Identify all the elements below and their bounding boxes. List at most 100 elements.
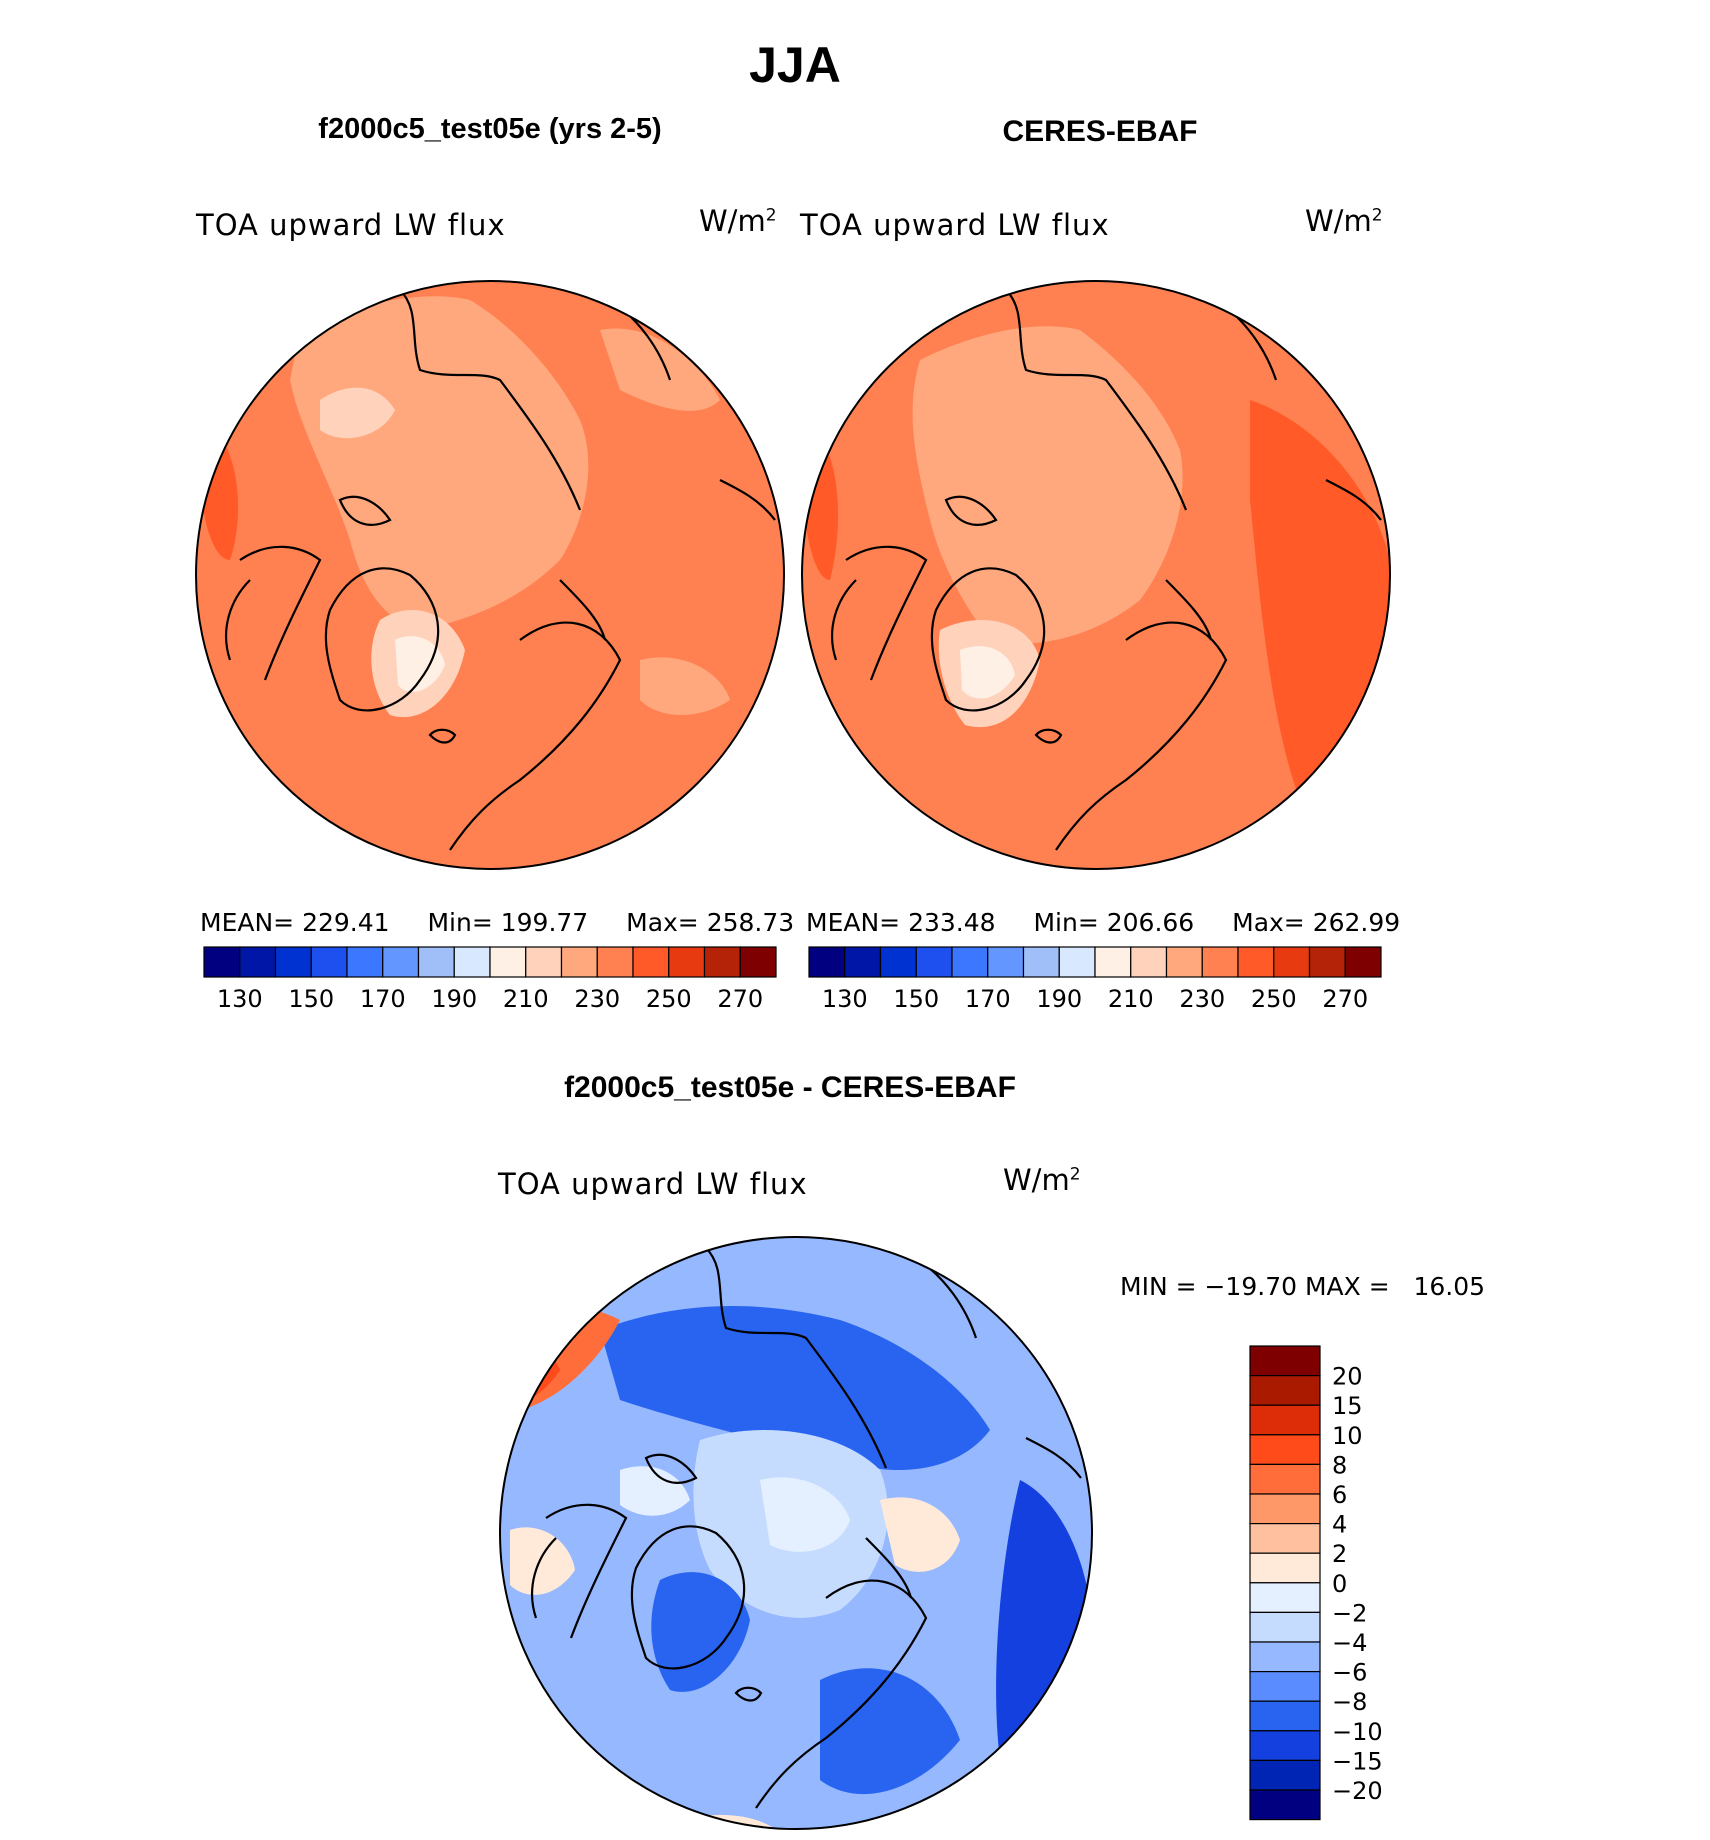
obs-max-label: Max= [1232, 908, 1305, 937]
obs-colorbar-tick-label: 130 [822, 985, 868, 1013]
diff-strong-negative [600, 1306, 990, 1470]
obs-colorbar-box [1022, 946, 1060, 978]
model-colorbar-tick-label: 170 [360, 985, 406, 1013]
obs-variable-label: TOA upward LW flux [800, 208, 1110, 242]
model-colorbar-box [596, 946, 634, 978]
model-colorbar-tick-label: 190 [431, 985, 477, 1013]
obs-map [802, 281, 1390, 869]
model-colorbar-box [203, 946, 241, 978]
model-units-label: W/m2 [699, 204, 777, 238]
obs-colorbar-tick-label: 230 [1179, 985, 1225, 1013]
diff-colorbar-tick-label: −2 [1332, 1599, 1367, 1627]
diff-colorbar-box [1249, 1730, 1321, 1762]
diff-colorbar-box [1249, 1374, 1321, 1406]
obs-colorbar-tick-label: 190 [1036, 985, 1082, 1013]
diff-colorbar-box [1249, 1670, 1321, 1702]
model-colorbar-tick-label: 270 [717, 985, 763, 1013]
diff-colorbar-box [1249, 1759, 1321, 1791]
model-max-label: Max= [626, 908, 699, 937]
diff-colorbar-tick-label: 10 [1332, 1422, 1363, 1450]
diff-colorbar-tick-label: 2 [1332, 1540, 1347, 1568]
model-colorbar-tick-label: 210 [503, 985, 549, 1013]
diff-colorbar-box [1249, 1700, 1321, 1732]
model-colorbar-box [346, 946, 384, 978]
obs-colorbar-box [1344, 946, 1382, 978]
diff-colorbar-tick-label: 6 [1332, 1481, 1347, 1509]
model-colorbar-box [703, 946, 741, 978]
diff-colorbar-tick-label: −8 [1332, 1688, 1367, 1716]
diff-colorbar-tick-label: −15 [1332, 1747, 1383, 1775]
obs-colorbar-box [1130, 946, 1168, 978]
diff-colorbar-tick-label: −20 [1332, 1777, 1383, 1805]
figure-title: JJA [749, 37, 841, 93]
model-colorbar-box [417, 946, 455, 978]
model-colorbar: 130 150 170 190 210 230 250 270 [203, 946, 777, 1013]
diff-colorbar-tick-label: −6 [1332, 1659, 1367, 1687]
obs-colorbar-box [1273, 946, 1311, 978]
diff-colorbar-box [1249, 1641, 1321, 1673]
diff-colorbar-box [1249, 1789, 1321, 1821]
diff-colorbar-tick-label: 8 [1332, 1451, 1347, 1479]
diff-map-border [499, 1236, 1093, 1830]
obs-min-label: Min= [1033, 908, 1099, 937]
diff-colorbar-box [1249, 1552, 1321, 1584]
diff-colorbar-tick-label: −10 [1332, 1718, 1383, 1746]
model-colorbar-box [739, 946, 777, 978]
diff-colorbar-box [1249, 1434, 1321, 1466]
obs-colorbar-box [1237, 946, 1275, 978]
diff-colorbar-tick-label: 0 [1332, 1570, 1347, 1598]
obs-colorbar-tick-label: 150 [893, 985, 939, 1013]
model-units-base: W/m [699, 204, 766, 238]
diff-colorbar-box [1249, 1463, 1321, 1495]
model-colorbar-tick-label: 230 [574, 985, 620, 1013]
model-colorbar-box [274, 946, 312, 978]
diff-map [500, 1237, 1092, 1829]
model-colorbar-box [489, 946, 527, 978]
model-colorbar-tick-label: 250 [646, 985, 692, 1013]
obs-units-base: W/m [1305, 204, 1372, 238]
diff-minmax: MIN = −19.70 MAX = 16.05 [1120, 1272, 1486, 1301]
obs-stats: MEAN= 233.48 Min= 206.66 Max= 262.99 [806, 908, 1400, 937]
obs-colorbar-box [844, 946, 882, 978]
diff-colorbar-tick-label: 15 [1332, 1392, 1363, 1420]
obs-colorbar-box [1165, 946, 1203, 978]
obs-colorbar-tick-label: 210 [1108, 985, 1154, 1013]
diff-colorbar-box [1249, 1404, 1321, 1436]
model-min-label: Min= [427, 908, 493, 937]
diff-colorbar-tick-label: 20 [1332, 1363, 1363, 1391]
model-colorbar-box [560, 946, 598, 978]
model-colorbar-tick-label: 150 [288, 985, 334, 1013]
obs-colorbar-tick-label: 170 [965, 985, 1011, 1013]
model-variable-label: TOA upward LW flux [196, 208, 506, 242]
model-colorbar-tick-label: 130 [217, 985, 263, 1013]
model-stats: MEAN= 229.41 Min= 199.77 Max= 258.73 [200, 908, 794, 937]
model-colorbar-box [239, 946, 277, 978]
obs-min-value: 206.66 [1106, 908, 1195, 937]
obs-panel-title: CERES-EBAF [1002, 115, 1198, 148]
obs-arctic-region [912, 326, 1183, 644]
model-arctic-region [290, 296, 589, 630]
obs-colorbar-tick-label: 270 [1322, 985, 1368, 1013]
diff-colorbar-tick-label: −4 [1332, 1629, 1367, 1657]
obs-colorbar-tick-label: 250 [1251, 985, 1297, 1013]
obs-colorbar-box [951, 946, 989, 978]
diff-coastlines [531, 1247, 1082, 1809]
model-max-value: 258.73 [706, 908, 795, 937]
model-colorbar-box [382, 946, 420, 978]
model-mean-label: MEAN= [200, 908, 295, 937]
model-min-value: 199.77 [500, 908, 589, 937]
model-panel-title: f2000c5_test05e (yrs 2-5) [318, 113, 662, 145]
obs-map-border [801, 280, 1391, 870]
obs-colorbar-box [915, 946, 953, 978]
diff-units-base: W/m [1003, 1163, 1070, 1197]
obs-colorbar: 130 150 170 190 210 230 250 270 [808, 946, 1382, 1013]
model-colorbar-box [525, 946, 563, 978]
diff-colorbar-box [1249, 1582, 1321, 1614]
diff-panel-title: f2000c5_test05e - CERES-EBAF [564, 1071, 1016, 1104]
diff-units-label: W/m2 [1003, 1163, 1081, 1197]
diff-colorbar-box [1249, 1493, 1321, 1525]
model-map-border [195, 280, 785, 870]
obs-colorbar-box [808, 946, 846, 978]
